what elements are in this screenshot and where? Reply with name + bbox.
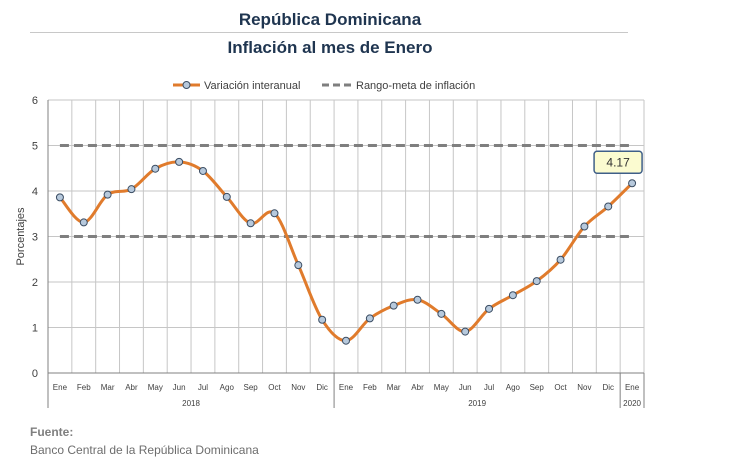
data-point <box>604 202 613 211</box>
x-tick-label: May <box>434 383 449 392</box>
x-tick-label: Oct <box>554 383 567 392</box>
x-tick-label: Sep <box>244 383 259 392</box>
data-point <box>485 304 494 313</box>
data-point <box>413 295 422 304</box>
x-tick-label: Ago <box>220 383 235 392</box>
data-point <box>342 336 350 345</box>
y-tick-label: 3 <box>32 232 38 244</box>
chart-title: República Dominicana <box>238 10 422 29</box>
y-tick-label: 0 <box>32 368 38 380</box>
data-point <box>580 222 589 231</box>
value-callout-label: 4.17 <box>606 155 630 169</box>
x-tick-label: Oct <box>268 383 281 392</box>
x-tick-label: Jul <box>484 383 494 392</box>
x-tick-label: Jul <box>198 383 208 392</box>
x-tick-label: Mar <box>387 383 401 392</box>
y-tick-label: 2 <box>32 277 38 289</box>
data-point <box>556 255 565 264</box>
data-point <box>532 277 541 286</box>
x-tick-label: Nov <box>577 383 591 392</box>
x-tick-label: Sep <box>530 383 545 392</box>
data-point <box>508 291 517 300</box>
year-label: 2018 <box>182 399 200 408</box>
legend-label: Variación interanual <box>204 80 300 92</box>
title-divider <box>30 32 628 33</box>
x-tick-label: Abr <box>411 383 424 392</box>
data-point <box>365 314 374 323</box>
data-point <box>246 219 255 228</box>
data-point <box>55 193 64 202</box>
x-tick-label: Mar <box>101 383 115 392</box>
data-point <box>461 327 470 336</box>
y-tick-label: 6 <box>32 95 38 107</box>
data-point <box>79 218 88 227</box>
value-callout <box>593 150 643 175</box>
x-tick-label: Jun <box>459 383 472 392</box>
data-point <box>198 166 207 175</box>
y-tick-label: 1 <box>32 323 38 335</box>
data-point <box>175 157 184 166</box>
data-point <box>103 190 112 199</box>
data-point <box>127 185 136 194</box>
y-tick-label: 5 <box>32 141 38 153</box>
data-point <box>222 192 231 201</box>
year-label: 2019 <box>468 399 486 408</box>
source-text: Banco Central de la República Dominicana <box>30 443 259 457</box>
series-line <box>58 160 634 343</box>
y-tick-label: 4 <box>32 186 38 198</box>
x-tick-label: Dic <box>602 383 614 392</box>
data-point <box>270 209 279 218</box>
x-tick-label: Ene <box>339 383 354 392</box>
x-tick-label: Feb <box>77 383 91 392</box>
data-point <box>437 309 446 318</box>
data-point <box>628 179 637 188</box>
year-label: 2020 <box>623 399 641 408</box>
data-point <box>318 315 327 324</box>
x-tick-label: Abr <box>125 383 138 392</box>
legend-marker-swatch <box>182 81 191 89</box>
source-label: Fuente: <box>30 425 74 439</box>
x-tick-label: Nov <box>291 383 305 392</box>
y-axis-label: Porcentajes <box>15 207 27 266</box>
x-tick-label: Dic <box>316 383 328 392</box>
x-tick-label: Ene <box>53 383 68 392</box>
x-tick-label: Ago <box>506 383 521 392</box>
x-tick-label: Feb <box>363 383 377 392</box>
chart-subtitle: Inflación al mes de Enero <box>227 38 433 57</box>
x-tick-label: Jun <box>173 383 186 392</box>
x-tick-label: Ene <box>625 383 640 392</box>
x-tick-label: May <box>148 383 163 392</box>
data-point <box>389 301 398 310</box>
data-point <box>294 261 303 270</box>
data-point <box>151 164 160 173</box>
legend-label: Rango-meta de inflación <box>356 80 475 92</box>
